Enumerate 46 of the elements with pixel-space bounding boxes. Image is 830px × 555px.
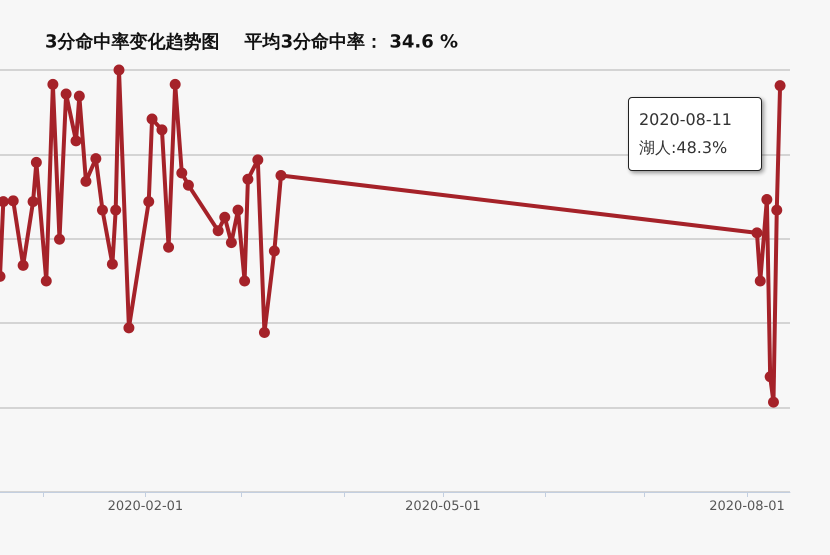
point — [182, 180, 194, 191]
point — [143, 196, 154, 208]
point — [40, 276, 52, 286]
point — [764, 371, 776, 382]
x-tick-label: 2020-05-01 — [405, 499, 481, 514]
point — [252, 154, 264, 166]
point — [110, 204, 122, 216]
point — [54, 234, 65, 245]
point — [176, 167, 188, 178]
point — [90, 153, 102, 164]
point — [28, 196, 39, 208]
point — [232, 204, 244, 216]
point — [771, 204, 782, 216]
point — [268, 246, 280, 257]
point — [146, 113, 158, 124]
chart-title: 3分命中率变化趋势图 平均3分命中率： 34.6 % — [45, 32, 458, 52]
point — [123, 322, 134, 334]
point — [226, 237, 237, 248]
point — [60, 88, 72, 100]
point — [754, 276, 766, 286]
point — [80, 176, 92, 187]
point — [8, 195, 19, 206]
point — [74, 90, 85, 102]
point — [30, 156, 42, 168]
point — [106, 258, 118, 270]
x-tick-label: 2020-02-01 — [108, 499, 184, 514]
point — [774, 80, 786, 92]
point — [258, 326, 270, 338]
point — [761, 194, 772, 206]
point — [275, 170, 286, 181]
point — [242, 174, 254, 185]
point — [170, 78, 181, 90]
tooltip-box: 2020-08-11 湖人:48.3% — [628, 97, 762, 171]
point — [163, 242, 174, 253]
point — [70, 135, 82, 146]
point — [239, 276, 250, 286]
point — [751, 227, 762, 238]
point — [96, 204, 108, 216]
point — [219, 212, 230, 223]
x-tick-label: 2020-08-01 — [709, 499, 785, 514]
point — [18, 260, 29, 271]
point — [47, 78, 58, 90]
point — [156, 124, 168, 136]
point — [114, 64, 124, 76]
point — [212, 225, 224, 236]
point — [768, 396, 779, 408]
